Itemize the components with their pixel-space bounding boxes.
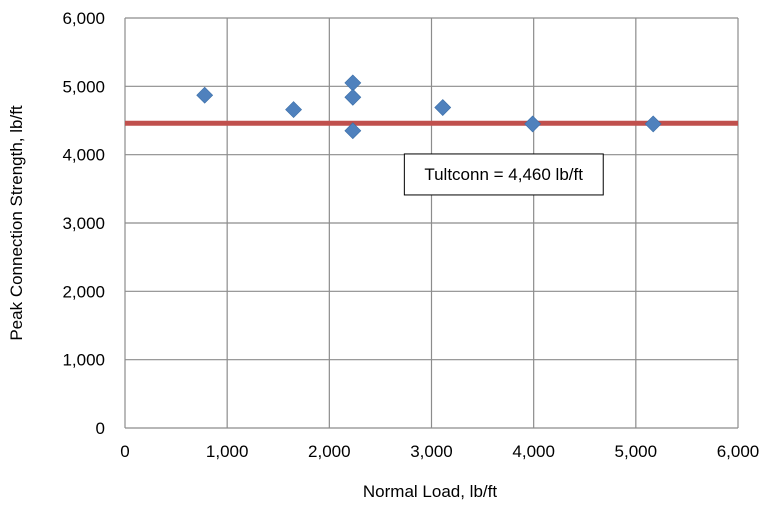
y-axis-title: Peak Connection Strength, lb/ft bbox=[7, 105, 26, 341]
data-point bbox=[285, 101, 302, 118]
data-point bbox=[644, 115, 662, 133]
data-point bbox=[524, 115, 542, 133]
x-axis-title: Normal Load, lb/ft bbox=[363, 482, 497, 501]
y-tick-label: 2,000 bbox=[62, 282, 105, 301]
annotation-box bbox=[403, 153, 604, 196]
x-tick-label: 5,000 bbox=[615, 442, 658, 461]
y-tick-label: 0 bbox=[96, 419, 105, 438]
data-points bbox=[196, 74, 662, 140]
data-point bbox=[344, 88, 362, 106]
annotation-layer: Tultconn = 4,460 lb/ft bbox=[403, 153, 604, 196]
data-point bbox=[196, 86, 214, 104]
x-tick-label: 1,000 bbox=[206, 442, 249, 461]
y-tick-label: 6,000 bbox=[62, 9, 105, 28]
x-tick-label: 0 bbox=[120, 442, 129, 461]
y-tick-label: 3,000 bbox=[62, 214, 105, 233]
data-point bbox=[344, 122, 362, 140]
data-point bbox=[344, 74, 362, 92]
grid bbox=[124, 17, 739, 429]
y-tick-label: 5,000 bbox=[62, 77, 105, 96]
annotation-text: Tultconn = 4,460 lb/ft bbox=[424, 165, 583, 184]
y-tick-label: 4,000 bbox=[62, 146, 105, 165]
x-tick-label: 3,000 bbox=[410, 442, 453, 461]
y-tick-label: 1,000 bbox=[62, 351, 105, 370]
x-tick-label: 6,000 bbox=[717, 442, 760, 461]
tick-labels: 0 1,000 2,000 3,000 4,000 5,000 6,000 0 1,000 2,0… bbox=[62, 9, 759, 461]
x-tick-label: 2,000 bbox=[308, 442, 351, 461]
x-tick-label: 4,000 bbox=[512, 442, 555, 461]
data-point bbox=[434, 99, 452, 116]
